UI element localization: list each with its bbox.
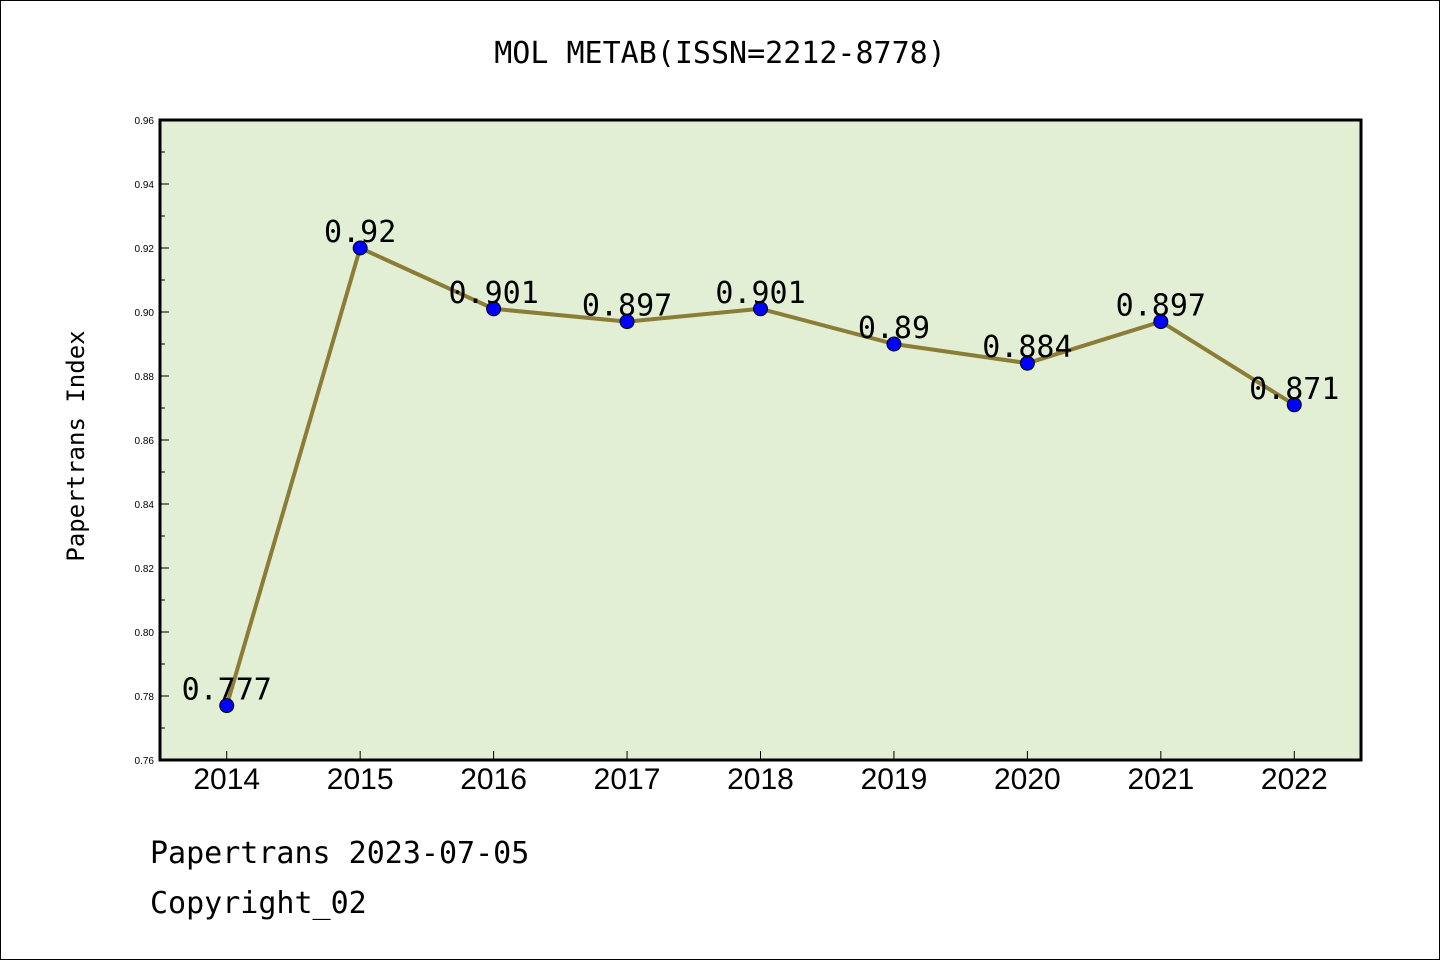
data-label: 0.89 [858,311,930,346]
x-tick-label: 2018 [727,763,794,796]
x-tick-label: 2022 [1261,763,1328,796]
data-point [1153,314,1169,330]
data-point [753,301,768,317]
y-tick-label: 0.76 [135,756,155,767]
y-tick-label: 0.80 [135,628,155,639]
footer-copyright: Copyright_02 [150,886,367,921]
y-tick-label: 0.94 [135,180,155,191]
data-point [219,698,235,714]
data-point [1019,355,1035,371]
x-tick-label: 2016 [460,763,527,796]
y-tick-label: 0.96 [135,116,155,127]
data-label: 0.777 [182,673,272,708]
footer-date: Papertrans 2023-07-05 [150,836,530,871]
data-label: 0.901 [448,276,538,311]
data-point [886,336,902,352]
data-point [619,314,635,330]
y-tick-label: 0.90 [135,308,155,319]
plot-border [158,118,1363,762]
x-tick-label: 2015 [327,763,394,796]
data-label: 0.871 [1249,372,1339,407]
y-tick-label: 0.78 [135,692,155,703]
x-tick-label: 2014 [193,763,260,796]
x-tick-label: 2019 [861,763,928,796]
data-label: 0.897 [1116,289,1206,324]
plot-area [160,120,1361,760]
y-tick-label: 0.84 [135,500,155,511]
data-label: 0.884 [982,330,1072,365]
data-label: 0.92 [324,215,396,250]
x-tick-label: 2020 [994,763,1061,796]
x-tick-label: 2017 [594,763,661,796]
data-label: 0.897 [582,289,672,324]
data-point [486,301,502,317]
y-tick-label: 0.82 [135,564,155,575]
data-point [1286,397,1302,413]
data-point [352,240,368,256]
y-tick-label: 0.88 [135,372,155,383]
y-tick-label: 0.86 [135,436,155,447]
data-label: 0.901 [715,276,805,311]
x-tick-label: 2021 [1127,763,1194,796]
chart-title: MOL METAB(ISSN=2212-8778) [494,36,946,71]
y-tick-label: 0.92 [135,244,155,255]
